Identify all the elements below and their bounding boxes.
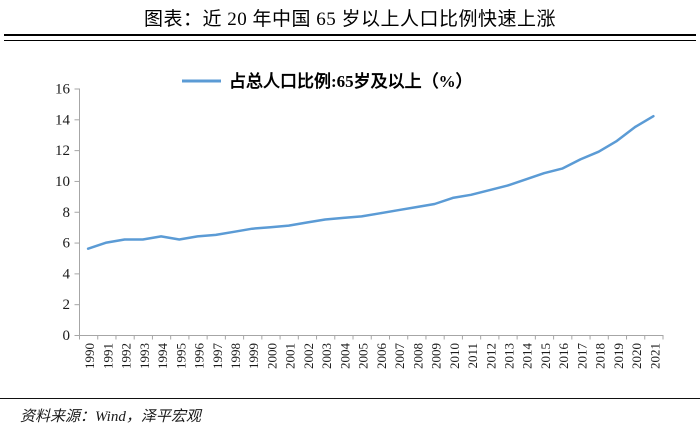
x-axis-label: 1996 xyxy=(192,343,207,370)
line-chart: 0 2 4 6 8 10 12 14 16 1990 1991 1992 1993 1994 1995 199… xyxy=(55,71,664,370)
legend-label: 占总人口比例:65岁及以上（%） xyxy=(229,71,473,91)
x-axis-label: 1997 xyxy=(210,343,225,370)
x-axis-label: 2013 xyxy=(502,343,517,369)
y-axis-label: 16 xyxy=(55,82,71,98)
y-axis-label: 4 xyxy=(63,266,71,282)
x-axis-label: 2003 xyxy=(319,343,334,369)
x-axis-label: 2007 xyxy=(392,343,407,370)
x-axis-label: 2012 xyxy=(483,343,498,369)
title-divider xyxy=(4,34,696,41)
x-axis-label: 2019 xyxy=(611,343,626,369)
x-axis-label: 2021 xyxy=(647,343,662,369)
x-axis-label: 1994 xyxy=(155,343,170,370)
y-axis-label: 8 xyxy=(63,205,71,221)
x-axis-label: 2009 xyxy=(429,343,444,369)
x-axis-label: 1992 xyxy=(119,343,134,369)
x-axis-label: 2020 xyxy=(629,343,644,369)
x-axis-label: 2005 xyxy=(356,343,371,369)
x-axis-label: 2014 xyxy=(520,343,535,370)
chart-title: 图表：近 20 年中国 65 岁以上人口比例快速上涨 xyxy=(143,9,556,30)
x-axis-label: 2001 xyxy=(283,343,298,369)
x-axis-label: 2015 xyxy=(538,343,553,369)
y-axis-label: 6 xyxy=(63,236,71,252)
footer-divider xyxy=(0,398,700,399)
y-axis-label: 14 xyxy=(55,112,71,128)
x-axis-label: 2008 xyxy=(410,343,425,369)
y-axis-label: 12 xyxy=(55,143,70,159)
x-axis-label: 2017 xyxy=(574,343,589,370)
x-axis-label: 1993 xyxy=(137,343,152,369)
y-axis-label: 0 xyxy=(63,328,71,344)
x-axis-label: 1998 xyxy=(228,343,243,369)
x-axis-label: 1991 xyxy=(100,343,115,369)
x-axis-label: 1995 xyxy=(173,343,188,369)
x-axis-label: 2011 xyxy=(465,343,480,369)
x-axis-label: 2000 xyxy=(264,343,279,369)
data-line xyxy=(86,114,655,250)
x-axis-label: 2006 xyxy=(374,343,389,370)
x-axis-label: 2002 xyxy=(301,343,316,369)
x-axis-label: 1990 xyxy=(82,343,97,369)
x-axis-label: 2018 xyxy=(593,343,608,369)
y-axis-label: 2 xyxy=(63,297,71,313)
y-axis-label: 10 xyxy=(55,174,70,190)
x-axis-label: 2016 xyxy=(556,343,571,370)
x-axis-label: 2004 xyxy=(337,343,352,370)
source-note: 资料来源：Wind，泽平宏观 xyxy=(20,409,201,425)
x-axis-label: 2010 xyxy=(447,343,462,369)
x-axis-label: 1999 xyxy=(246,343,261,369)
